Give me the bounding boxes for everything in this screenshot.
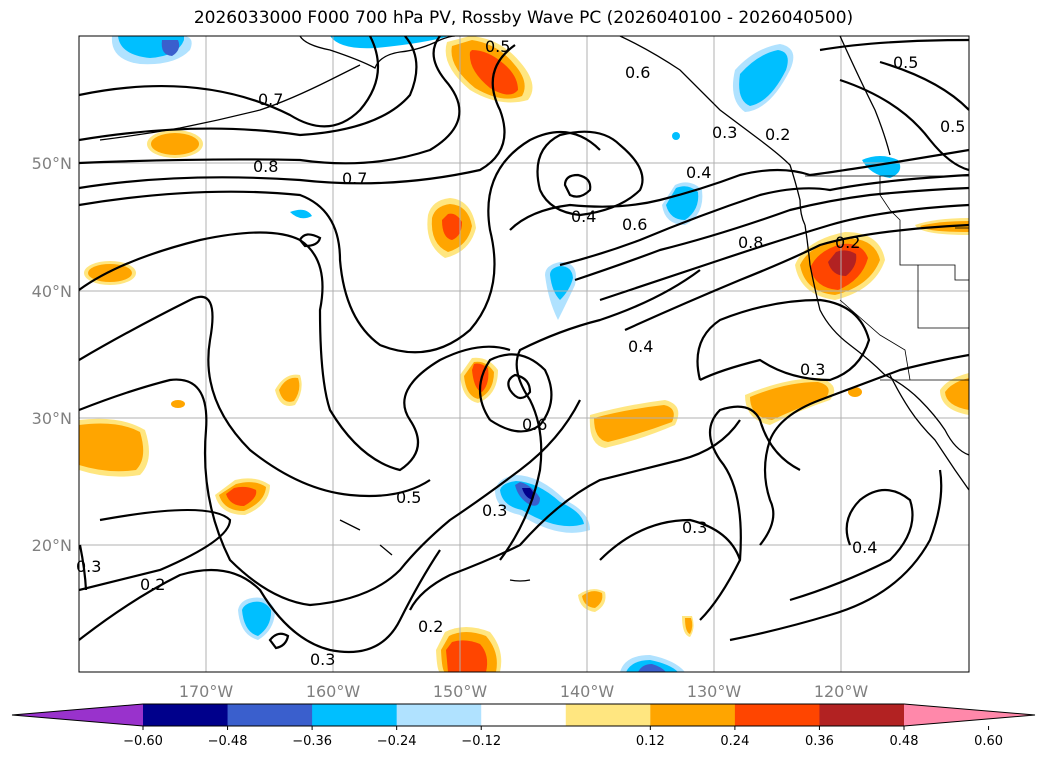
lon-tick-label: 140°W: [560, 682, 615, 701]
colorbar-tick-label: −0.24: [377, 734, 417, 749]
lat-tick-label: 20°N: [32, 536, 72, 555]
contour-label: 0.4: [628, 337, 653, 356]
colorbar-segment: [227, 704, 313, 726]
map-frame-bg: [79, 36, 969, 672]
colorbar-segment: [312, 704, 398, 726]
lon-tick-label: 160°W: [306, 682, 361, 701]
contour-label: 0.5: [485, 37, 510, 56]
colorbar-tick-label: 0.60: [974, 734, 1003, 749]
lat-tick-label: 50°N: [32, 154, 72, 173]
contour-label: 0.2: [140, 575, 165, 594]
contour-label: 0.2: [835, 233, 860, 252]
contour-labels: 0.5 0.6 0.5 0.5 0.7 0.8 0.7 0.3 0.2 0.4 …: [76, 37, 965, 669]
contour-label: 0.3: [482, 501, 507, 520]
contour-label: 0.5: [396, 488, 421, 507]
colorbar-tick-label: −0.36: [292, 734, 332, 749]
colorbar-tick-label: −0.48: [208, 734, 248, 749]
lat-tick-label: 30°N: [32, 409, 72, 428]
colorbar-segment: [396, 704, 482, 726]
map-frame: [78, 35, 970, 673]
map-content: [79, 36, 969, 672]
colorbar: −0.60 −0.48 −0.36 −0.24 −0.12 0.12 0.24 0.36 0.4…: [11, 703, 1036, 749]
contour-label: 0.4: [686, 163, 711, 182]
contour-label: 0.2: [765, 125, 790, 144]
contour-label: 0.8: [738, 233, 763, 252]
lat-tick-label: 40°N: [32, 282, 72, 301]
colorbar-tick-label: 0.24: [720, 734, 749, 749]
contour-label: 0.3: [712, 123, 737, 142]
pv-contours: [79, 36, 969, 654]
colorbar-tick-label: −0.60: [123, 734, 163, 749]
contour-label: 0.4: [571, 207, 596, 226]
borders: [805, 175, 969, 381]
contour-label: 0.7: [342, 169, 367, 188]
contour-label: 0.6: [622, 215, 647, 234]
contour-label: 0.4: [852, 538, 877, 557]
contour-label: 0.2: [418, 617, 443, 636]
colorbar-extend-min: [12, 704, 143, 726]
contour-label: 0.3: [76, 557, 101, 576]
colorbar-tick-label: 0.36: [805, 734, 834, 749]
lon-tick-label: 130°W: [687, 682, 742, 701]
coastlines: [99, 36, 969, 582]
contour-label: 0.7: [258, 90, 283, 109]
contour-label: 0.3: [800, 360, 825, 379]
colorbar-segment: [650, 704, 736, 726]
lon-tick-label: 150°W: [433, 682, 488, 701]
map-title: 2026033000 F000 700 hPa PV, Rossby Wave …: [193, 8, 854, 28]
colorbar-segment: [143, 704, 229, 726]
contour-label: 0.5: [940, 117, 965, 136]
contour-label: 0.8: [253, 157, 278, 176]
contour-label: 0.6: [625, 63, 650, 82]
contour-label: 0.5: [893, 53, 918, 72]
colorbar-segment: [481, 704, 567, 726]
shaded-anomalies: [79, 36, 969, 672]
colorbar-tick-label: 0.12: [636, 734, 665, 749]
colorbar-tick-label: −0.12: [461, 734, 501, 749]
contour-label: 0.3: [682, 518, 707, 537]
colorbar-segment: [819, 704, 905, 726]
contour-label: 0.3: [310, 650, 335, 669]
lon-tick-label: 170°W: [179, 682, 234, 701]
contour-label: 0.6: [522, 415, 547, 434]
lon-axis: 170°W 160°W 150°W 140°W 130°W 120°W: [179, 682, 869, 701]
colorbar-extend-max: [904, 704, 1035, 726]
colorbar-tick-label: 0.48: [890, 734, 919, 749]
lat-axis: 50°N 40°N 30°N 20°N: [32, 154, 72, 555]
gridlines: [79, 36, 969, 672]
colorbar-segment: [734, 704, 820, 726]
colorbar-segment: [565, 704, 651, 726]
lon-tick-label: 120°W: [814, 682, 869, 701]
